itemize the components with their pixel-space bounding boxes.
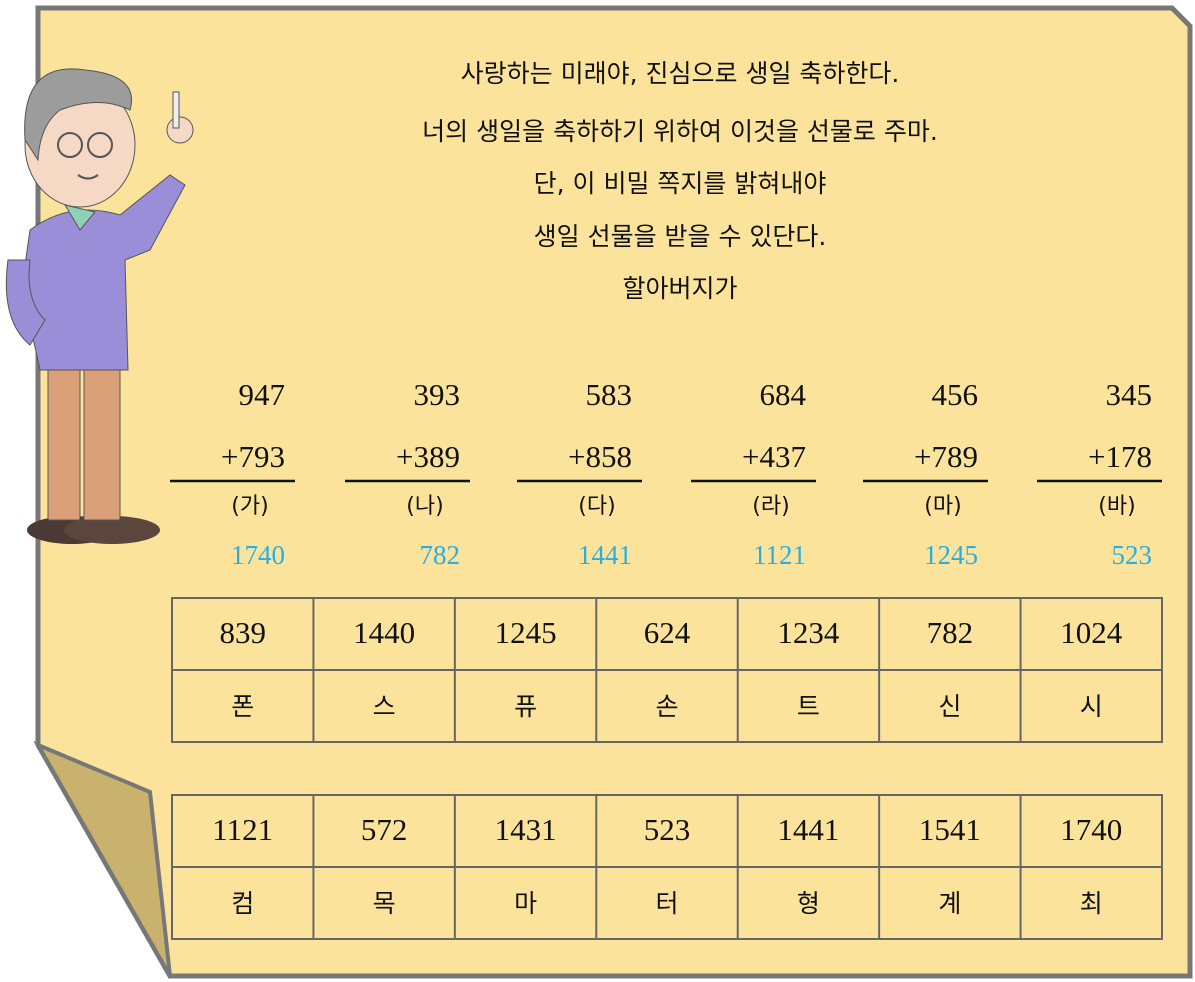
table-letter: 컴 [231, 889, 254, 918]
answer: 523 [1112, 540, 1153, 570]
table-number: 1121 [212, 812, 273, 847]
addend: 345 [1106, 377, 1153, 412]
problem-label: (라) [752, 494, 789, 519]
table-number: 1024 [1060, 615, 1123, 650]
table-letter: 계 [938, 889, 961, 918]
addend: +858 [568, 439, 632, 474]
table-letter: 형 [797, 889, 820, 918]
table-letter: 터 [655, 889, 678, 918]
addend: 583 [586, 377, 633, 412]
addend: +389 [396, 439, 460, 474]
table-letter: 신 [938, 692, 961, 721]
table-letter: 마 [514, 889, 537, 918]
addend: 947 [239, 377, 286, 412]
table-letter: 최 [1080, 889, 1103, 918]
table-letter: 퓨 [514, 692, 537, 721]
problem-label: (바) [1098, 494, 1135, 519]
letter-line: 단, 이 비밀 쪽지를 밝혀내야 [534, 169, 827, 198]
addend: +178 [1088, 439, 1152, 474]
table-letter: 스 [373, 692, 396, 721]
table-number: 1440 [353, 615, 415, 650]
table-number: 1740 [1060, 812, 1122, 847]
problem-label: (가) [231, 494, 268, 519]
table-number: 1234 [777, 615, 840, 650]
table-number: 1541 [919, 812, 981, 847]
table-number: 1245 [495, 615, 557, 650]
answer: 782 [420, 540, 461, 570]
letter-line: 너의 생일을 축하하기 위하여 이것을 선물로 주마. [422, 117, 938, 146]
answer: 1740 [231, 540, 285, 570]
table-letter: 목 [373, 889, 396, 918]
table-number: 572 [361, 812, 408, 847]
paper [38, 8, 1190, 976]
answer: 1441 [578, 540, 632, 570]
problem-label: (마) [924, 494, 961, 519]
answer: 1121 [753, 540, 806, 570]
table-number: 1441 [777, 812, 839, 847]
worksheet: 사랑하는 미래야, 진심으로 생일 축하한다. 너의 생일을 축하하기 위하여 이… [0, 0, 1195, 982]
table-letter: 트 [797, 692, 820, 721]
table-number: 839 [219, 615, 266, 650]
table-number: 624 [644, 615, 691, 650]
addend: +793 [221, 439, 285, 474]
table-number: 523 [644, 812, 691, 847]
problem-label: (나) [406, 494, 443, 519]
letter-line: 생일 선물을 받을 수 있단다. [534, 222, 827, 251]
addend: +437 [742, 439, 806, 474]
table-letter: 손 [655, 692, 678, 721]
addend: 393 [414, 377, 461, 412]
table-letter: 폰 [231, 692, 254, 721]
letter-line: 할아버지가 [622, 274, 737, 303]
table-number: 782 [927, 615, 974, 650]
problem-label: (다) [578, 494, 615, 519]
letter-line: 사랑하는 미래야, 진심으로 생일 축하한다. [461, 59, 900, 88]
table-letter: 시 [1080, 692, 1103, 721]
addend: 456 [932, 377, 979, 412]
answer: 1245 [924, 540, 978, 570]
table-number: 1431 [495, 812, 557, 847]
addend: 684 [760, 377, 807, 412]
addend: +789 [914, 439, 978, 474]
